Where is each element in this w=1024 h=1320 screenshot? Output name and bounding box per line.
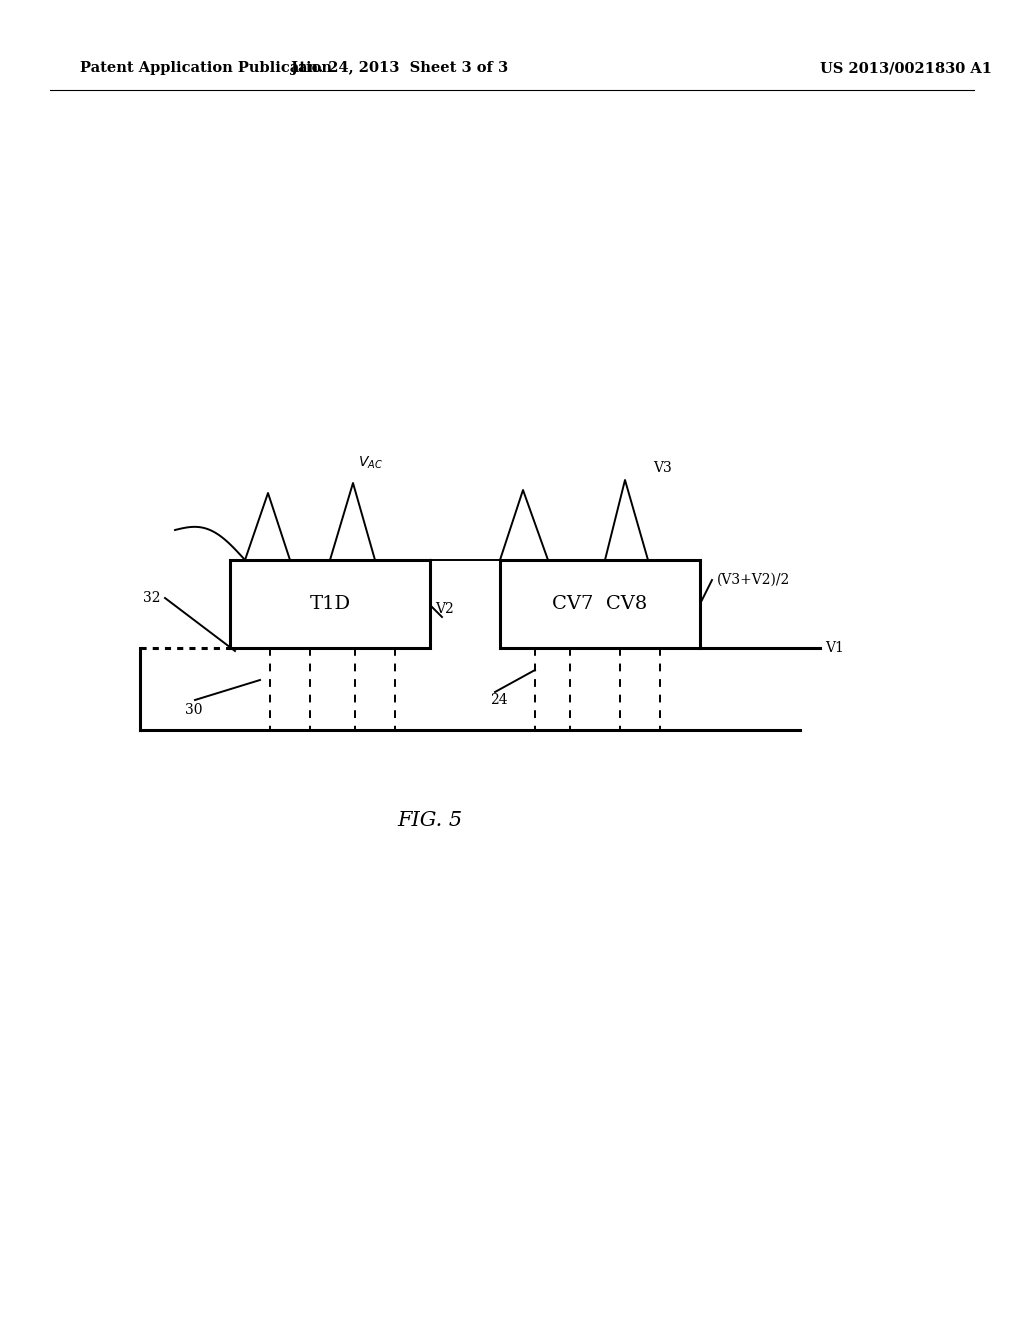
Text: V2: V2 xyxy=(435,602,454,616)
Bar xyxy=(500,560,700,648)
Bar xyxy=(230,560,430,648)
Text: 32: 32 xyxy=(142,591,160,605)
Text: US 2013/0021830 A1: US 2013/0021830 A1 xyxy=(820,61,992,75)
Text: 24: 24 xyxy=(490,693,508,708)
Text: V1: V1 xyxy=(825,642,844,655)
Text: Patent Application Publication: Patent Application Publication xyxy=(80,61,332,75)
Text: (V3+V2)/2: (V3+V2)/2 xyxy=(717,573,791,587)
Text: Jan. 24, 2013  Sheet 3 of 3: Jan. 24, 2013 Sheet 3 of 3 xyxy=(292,61,509,75)
Text: V3: V3 xyxy=(653,461,672,475)
Text: FIG. 5: FIG. 5 xyxy=(397,810,463,829)
Text: CV7  CV8: CV7 CV8 xyxy=(552,595,647,612)
Text: $V_{AC}$: $V_{AC}$ xyxy=(358,454,383,471)
Text: T1D: T1D xyxy=(309,595,350,612)
Text: 30: 30 xyxy=(185,704,203,717)
